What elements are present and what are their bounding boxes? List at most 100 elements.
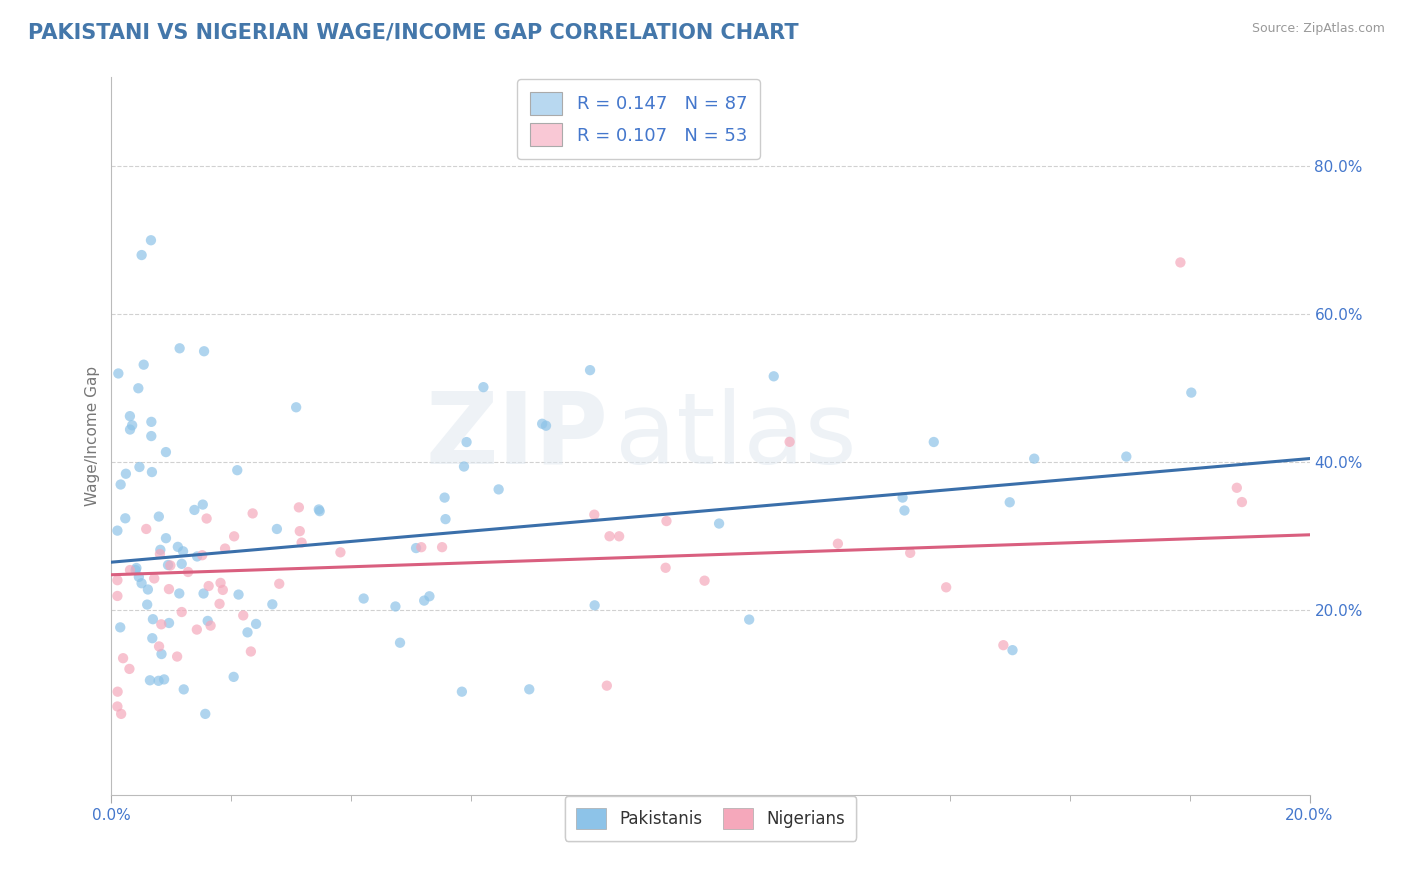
Point [451, 684, 474, 698]
Point [186, 623, 208, 637]
Point [157, 558, 180, 572]
Point [132, 358, 155, 372]
Point [135, 522, 157, 536]
Point [166, 649, 188, 664]
Point [107, 684, 129, 698]
Point [242, 507, 264, 521]
Point [418, 589, 440, 603]
Point [291, 535, 314, 549]
Point [118, 423, 141, 437]
Point [118, 409, 141, 424]
Point [599, 529, 621, 543]
Point [472, 380, 495, 394]
Point [222, 670, 245, 684]
Point [121, 418, 143, 433]
Point [148, 640, 170, 654]
Point [128, 570, 150, 584]
Point [434, 512, 457, 526]
Point [384, 599, 406, 614]
Point [110, 620, 132, 634]
Point [707, 516, 730, 531]
Point [124, 563, 146, 577]
Point [654, 561, 676, 575]
Point [1230, 495, 1253, 509]
Point [194, 706, 217, 721]
Point [453, 459, 475, 474]
Point [127, 381, 149, 395]
Point [136, 582, 159, 597]
Point [139, 673, 162, 688]
Point [112, 651, 135, 665]
Point [118, 563, 141, 577]
Point [262, 597, 284, 611]
Point [193, 344, 215, 359]
Point [197, 614, 219, 628]
Point [411, 540, 433, 554]
Point [607, 529, 630, 543]
Point [149, 542, 172, 557]
Point [285, 401, 308, 415]
Text: Source: ZipAtlas.com: Source: ZipAtlas.com [1251, 22, 1385, 36]
Point [118, 662, 141, 676]
Point [456, 435, 478, 450]
Point [308, 502, 330, 516]
Point [110, 706, 132, 721]
Point [405, 541, 427, 555]
Point [141, 631, 163, 645]
Point [898, 546, 921, 560]
Point [827, 537, 849, 551]
Point [107, 573, 129, 587]
Point [186, 549, 208, 564]
Point [226, 463, 249, 477]
Point [488, 483, 510, 497]
Point [110, 477, 132, 491]
Point [239, 644, 262, 658]
Text: ZIP: ZIP [426, 388, 609, 485]
Point [245, 616, 267, 631]
Point [143, 571, 166, 585]
Point [153, 673, 176, 687]
Point [141, 465, 163, 479]
Point [1180, 385, 1202, 400]
Point [157, 615, 180, 630]
Point [433, 491, 456, 505]
Point [762, 369, 785, 384]
Point [236, 625, 259, 640]
Text: PAKISTANI VS NIGERIAN WAGE/INCOME GAP CORRELATION CHART: PAKISTANI VS NIGERIAN WAGE/INCOME GAP CO… [28, 22, 799, 42]
Point [173, 682, 195, 697]
Point [115, 467, 138, 481]
Point [208, 597, 231, 611]
Point [531, 417, 554, 431]
Point [329, 545, 352, 559]
Point [131, 248, 153, 262]
Point [125, 561, 148, 575]
Point [142, 612, 165, 626]
Point [155, 531, 177, 545]
Point [1115, 450, 1137, 464]
Point [891, 491, 914, 505]
Point [107, 589, 129, 603]
Point [534, 418, 557, 433]
Point [107, 367, 129, 381]
Point [738, 613, 761, 627]
Point [150, 617, 173, 632]
Point [269, 576, 291, 591]
Point [149, 547, 172, 561]
Point [169, 341, 191, 355]
Point [266, 522, 288, 536]
Point [1024, 451, 1046, 466]
Point [183, 503, 205, 517]
Point [131, 576, 153, 591]
Point [200, 618, 222, 632]
Text: atlas: atlas [614, 388, 856, 485]
Point [155, 445, 177, 459]
Point [141, 415, 163, 429]
Point [993, 638, 1015, 652]
Point [169, 586, 191, 600]
Point [141, 429, 163, 443]
Point [583, 599, 606, 613]
Point [288, 500, 311, 515]
Point [232, 608, 254, 623]
Legend: Pakistanis, Nigerians: Pakistanis, Nigerians [565, 796, 856, 841]
Point [166, 540, 188, 554]
